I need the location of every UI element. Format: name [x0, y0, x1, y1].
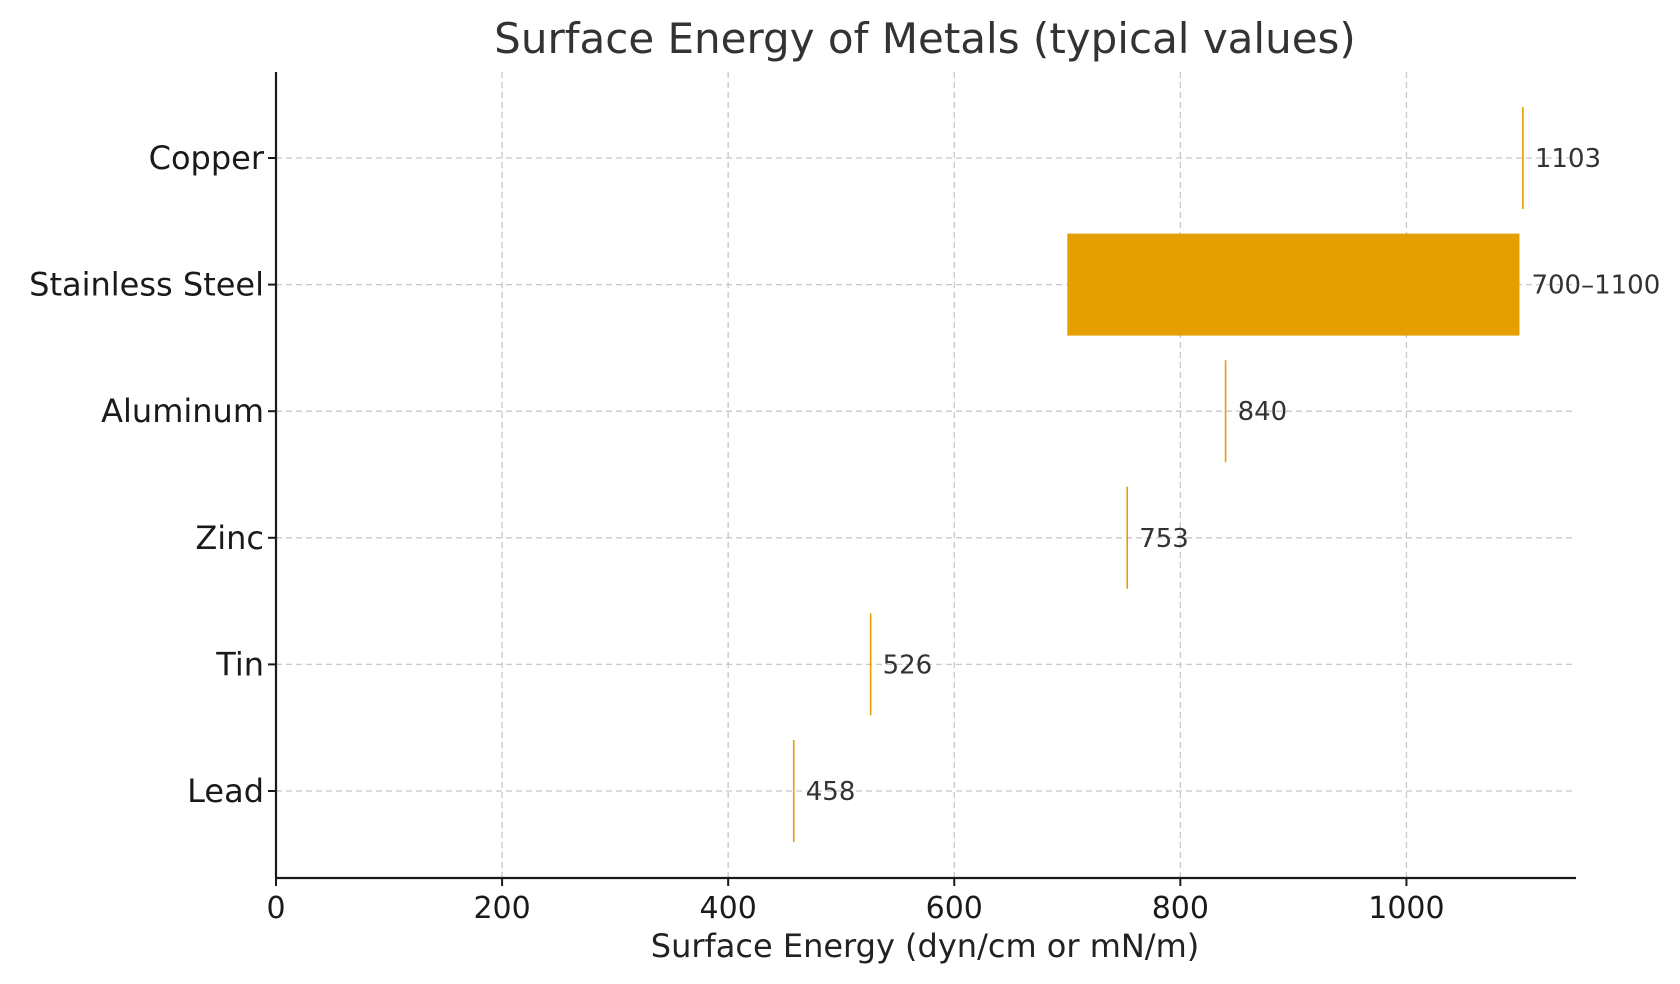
- grid-layer: [276, 72, 1576, 878]
- x-tick-label: 800: [1152, 891, 1209, 926]
- bar-value-label: 458: [806, 777, 856, 807]
- label-layer: 1103 Copper 700–1100 Stainless Steel 840 Alum…: [29, 139, 1660, 926]
- bar-value-label: 526: [883, 650, 933, 680]
- x-tick-label: 0: [266, 891, 285, 926]
- y-tick-label: Zinc: [195, 519, 264, 557]
- bar: [792, 740, 795, 842]
- bar: [1126, 486, 1129, 589]
- x-axis-title: Surface Energy (dyn/cm or mN/m): [651, 927, 1199, 965]
- bar: [1522, 107, 1524, 209]
- y-tick-label: Copper: [149, 139, 265, 177]
- y-tick-label: Lead: [187, 772, 264, 810]
- bar: [1067, 233, 1520, 336]
- bar: [1224, 360, 1227, 463]
- bar-layer: [792, 107, 1524, 842]
- x-tick-label: 400: [700, 891, 757, 926]
- x-tick-label: 600: [926, 891, 983, 926]
- chart-title: Surface Energy of Metals (typical values…: [494, 14, 1356, 63]
- bar: [869, 613, 872, 716]
- x-tick-label: 1000: [1368, 891, 1444, 926]
- bar-value-label: 700–1100: [1531, 271, 1660, 301]
- axis-layer: [268, 72, 1576, 886]
- bar-value-label: 840: [1238, 397, 1288, 427]
- x-tick-label: 200: [473, 891, 530, 926]
- bar-value-label: 1103: [1535, 144, 1601, 174]
- bar-value-label: 753: [1139, 524, 1189, 554]
- y-tick-label: Stainless Steel: [29, 266, 264, 304]
- y-tick-label: Aluminum: [101, 392, 264, 430]
- y-tick-label: Tin: [215, 645, 264, 683]
